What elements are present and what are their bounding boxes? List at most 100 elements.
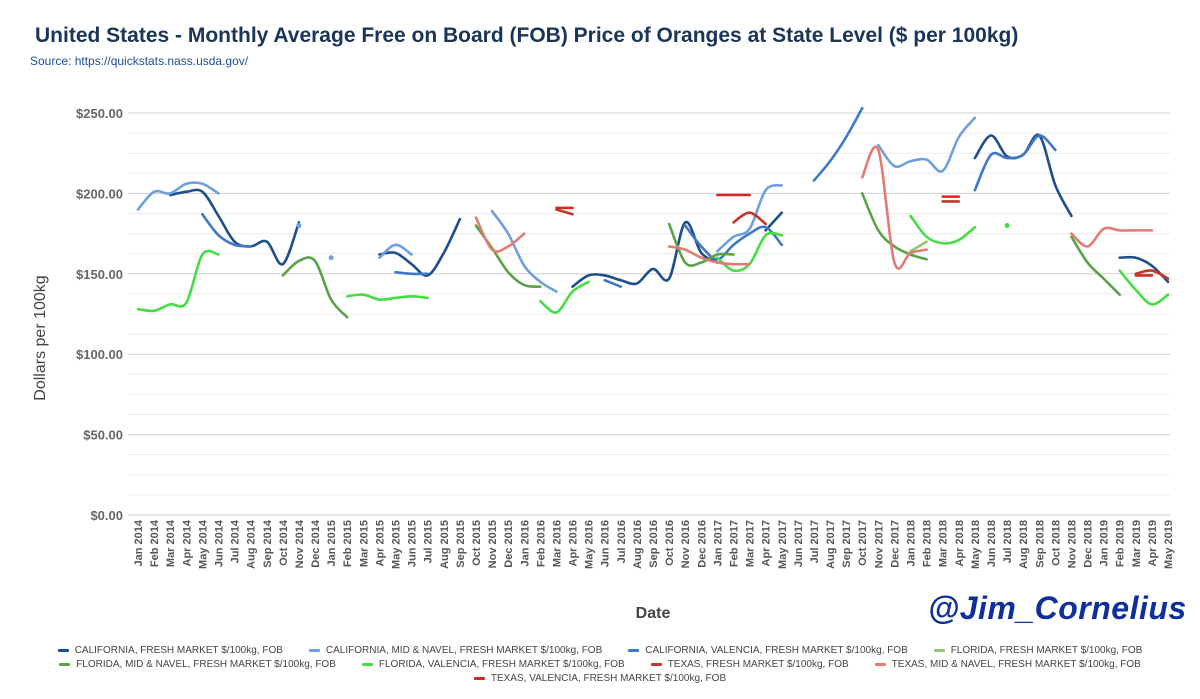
series-line bbox=[764, 211, 784, 232]
x-tick-label: Feb 2015 bbox=[342, 520, 354, 567]
legend-entry[interactable]: CALIFORNIA, VALENCIA, FRESH MARKET $/100… bbox=[628, 643, 908, 657]
series-line bbox=[378, 217, 462, 277]
x-tick-label: Jan 2018 bbox=[906, 520, 918, 566]
series-line bbox=[490, 209, 558, 293]
x-tick-label: Aug 2016 bbox=[632, 520, 644, 569]
series-line bbox=[474, 216, 526, 253]
x-tick-label: Sep 2017 bbox=[841, 520, 853, 568]
x-tick-label: Mar 2017 bbox=[745, 520, 757, 567]
x-tick-label: Nov 2014 bbox=[294, 519, 306, 568]
legend-label: FLORIDA, VALENCIA, FRESH MARKET $/100kg,… bbox=[378, 658, 625, 670]
series-line bbox=[571, 220, 719, 288]
x-tick-label: May 2017 bbox=[777, 520, 789, 569]
y-axis-ticks: $0.00 $50.00 $100.00 $150.00 $200.00 $250.00 bbox=[76, 106, 123, 523]
legend-entry[interactable]: CALIFORNIA, FRESH MARKET $/100kg, FOB bbox=[57, 643, 283, 657]
legend-swatch bbox=[308, 648, 320, 652]
x-tick-label: Jan 2016 bbox=[519, 520, 531, 566]
x-tick-label: Jun 2018 bbox=[986, 520, 998, 567]
series-line bbox=[909, 240, 928, 253]
series-line bbox=[667, 245, 751, 266]
x-tick-label: Apr 2015 bbox=[374, 520, 386, 566]
legend-entry[interactable]: CALIFORNIA, MID & NAVEL, FRESH MARKET $/… bbox=[308, 643, 603, 657]
x-tick-label: Aug 2017 bbox=[825, 520, 837, 569]
y-tick-label: $100.00 bbox=[76, 347, 123, 362]
series-point bbox=[328, 255, 334, 261]
x-tick-label: May 2016 bbox=[584, 520, 596, 569]
series-line bbox=[1134, 269, 1170, 280]
x-tick-label: Jan 2015 bbox=[326, 520, 338, 566]
x-tick-label: Apr 2017 bbox=[761, 520, 773, 566]
legend-label: TEXAS, MID & NAVEL, FRESH MARKET $/100kg… bbox=[891, 658, 1141, 670]
line-chart: $0.00$50.00$100.00$150.00$200.00$250.00 … bbox=[32, 106, 1175, 622]
legend-label: TEXAS, VALENCIA, FRESH MARKET $/100kg, F… bbox=[490, 672, 727, 684]
series-line bbox=[394, 270, 429, 276]
y-tick-label: $150.00 bbox=[76, 267, 123, 282]
series-line bbox=[860, 192, 928, 261]
x-tick-label: Jul 2014 bbox=[230, 519, 242, 563]
series-line bbox=[860, 145, 928, 270]
x-tick-label: Mar 2019 bbox=[1131, 520, 1143, 567]
x-tick-label: Feb 2019 bbox=[1115, 520, 1127, 567]
series-line bbox=[201, 213, 252, 248]
chart-source: Source: https://quickstats.nass.usda.gov… bbox=[30, 54, 249, 68]
x-tick-label: Jul 2017 bbox=[809, 520, 821, 563]
x-tick-label: Feb 2018 bbox=[922, 520, 934, 567]
series-line bbox=[667, 222, 735, 268]
x-tick-label: Feb 2017 bbox=[728, 520, 740, 567]
series-line bbox=[136, 249, 220, 313]
legend-label: CALIFORNIA, VALENCIA, FRESH MARKET $/100… bbox=[645, 644, 908, 656]
x-tick-label: Jul 2018 bbox=[1002, 520, 1014, 563]
x-tick-label: Mar 2016 bbox=[551, 520, 563, 567]
x-axis-ticks: Jan 2014 Feb 2014 Mar 2014 Apr 2014 May 2014… bbox=[133, 519, 1175, 569]
x-tick-label: Dec 2017 bbox=[889, 520, 901, 568]
legend-entry[interactable]: FLORIDA, FRESH MARKET $/100kg, FOB bbox=[933, 643, 1142, 657]
legend-row: TEXAS, VALENCIA, FRESH MARKET $/100kg, F… bbox=[0, 671, 1200, 685]
x-tick-label: Dec 2014 bbox=[310, 519, 322, 568]
x-tick-label: Nov 2016 bbox=[680, 520, 692, 568]
x-tick-label: May 2015 bbox=[391, 520, 403, 569]
x-tick-label: Aug 2015 bbox=[439, 520, 451, 569]
legend-entry[interactable]: TEXAS, FRESH MARKET $/100kg, FOB bbox=[650, 657, 849, 671]
legend-entry[interactable]: TEXAS, VALENCIA, FRESH MARKET $/100kg, F… bbox=[473, 671, 727, 685]
x-tick-label: Jun 2014 bbox=[213, 519, 225, 567]
x-tick-label: Apr 2018 bbox=[954, 520, 966, 566]
x-tick-label: Sep 2016 bbox=[648, 520, 660, 568]
y-tick-label: $50.00 bbox=[83, 428, 123, 443]
series-line bbox=[539, 280, 590, 314]
series-point bbox=[296, 223, 302, 229]
series-line bbox=[603, 278, 623, 288]
legend-label: FLORIDA, MID & NAVEL, FRESH MARKET $/100… bbox=[76, 658, 336, 670]
x-tick-label: Jan 2017 bbox=[712, 520, 724, 566]
x-tick-label: Jun 2017 bbox=[793, 520, 805, 567]
series-line bbox=[973, 134, 1057, 192]
x-tick-label: Jun 2015 bbox=[407, 520, 419, 567]
legend-swatch bbox=[361, 662, 373, 666]
x-tick-label: Sep 2014 bbox=[262, 519, 274, 568]
grid-lines bbox=[128, 112, 1170, 516]
x-tick-label: Oct 2016 bbox=[664, 520, 676, 566]
legend-swatch bbox=[59, 662, 71, 666]
legend-swatch bbox=[650, 662, 662, 666]
legend-swatch bbox=[933, 648, 945, 652]
x-tick-label: Nov 2015 bbox=[487, 520, 499, 568]
legend-entry[interactable]: TEXAS, MID & NAVEL, FRESH MARKET $/100kg… bbox=[874, 657, 1141, 671]
legend-label: TEXAS, FRESH MARKET $/100kg, FOB bbox=[667, 658, 849, 670]
series-line bbox=[877, 116, 977, 173]
x-tick-label: Oct 2014 bbox=[278, 519, 290, 566]
y-tick-label: $0.00 bbox=[90, 508, 123, 523]
series-line bbox=[345, 293, 429, 301]
legend-entry[interactable]: FLORIDA, VALENCIA, FRESH MARKET $/100kg,… bbox=[361, 657, 625, 671]
x-tick-label: Nov 2017 bbox=[873, 520, 885, 568]
x-tick-label: Dec 2016 bbox=[696, 520, 708, 568]
y-tick-label: $200.00 bbox=[76, 186, 123, 201]
x-tick-label: May 2019 bbox=[1163, 520, 1175, 569]
series-line bbox=[1070, 235, 1122, 297]
legend-label: CALIFORNIA, MID & NAVEL, FRESH MARKET $/… bbox=[325, 644, 603, 656]
series-line bbox=[683, 224, 784, 261]
x-tick-label: Oct 2017 bbox=[857, 520, 869, 566]
x-tick-label: Mar 2015 bbox=[358, 520, 370, 567]
legend-swatch bbox=[628, 648, 640, 652]
legend-entry[interactable]: FLORIDA, MID & NAVEL, FRESH MARKET $/100… bbox=[59, 657, 336, 671]
legend-swatch bbox=[57, 648, 69, 652]
x-tick-label: Dec 2018 bbox=[1083, 520, 1095, 568]
